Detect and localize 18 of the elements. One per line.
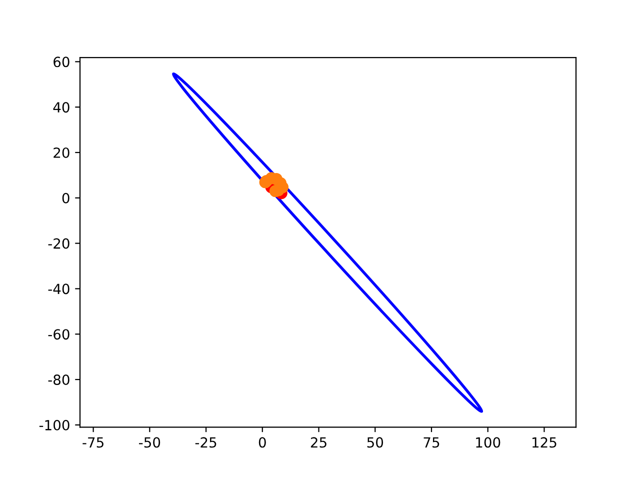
y-tick-label: -20	[48, 238, 70, 249]
x-tick-label: 0	[258, 437, 266, 448]
x-tick-label: 125	[532, 437, 556, 448]
y-tick-label: -40	[48, 284, 70, 294]
y-tick-label: -60	[48, 329, 70, 340]
y-tick-label: -80	[48, 374, 70, 385]
x-tick-label: -25	[195, 437, 216, 448]
y-tick-label: -100	[39, 420, 70, 430]
x-tick-label: 25	[310, 437, 326, 448]
y-tick-label: 60	[54, 56, 70, 68]
y-tick-label: 0	[62, 192, 70, 204]
y-tick-label: 20	[54, 147, 70, 158]
x-tick-label: 50	[367, 437, 384, 448]
y-tick-label: 40	[53, 102, 70, 113]
x-tick-label: -50	[139, 437, 160, 448]
x-tick-label: 75	[424, 437, 440, 448]
x-tick-label: 100	[476, 437, 500, 448]
x-tick-label: -75	[82, 437, 104, 448]
